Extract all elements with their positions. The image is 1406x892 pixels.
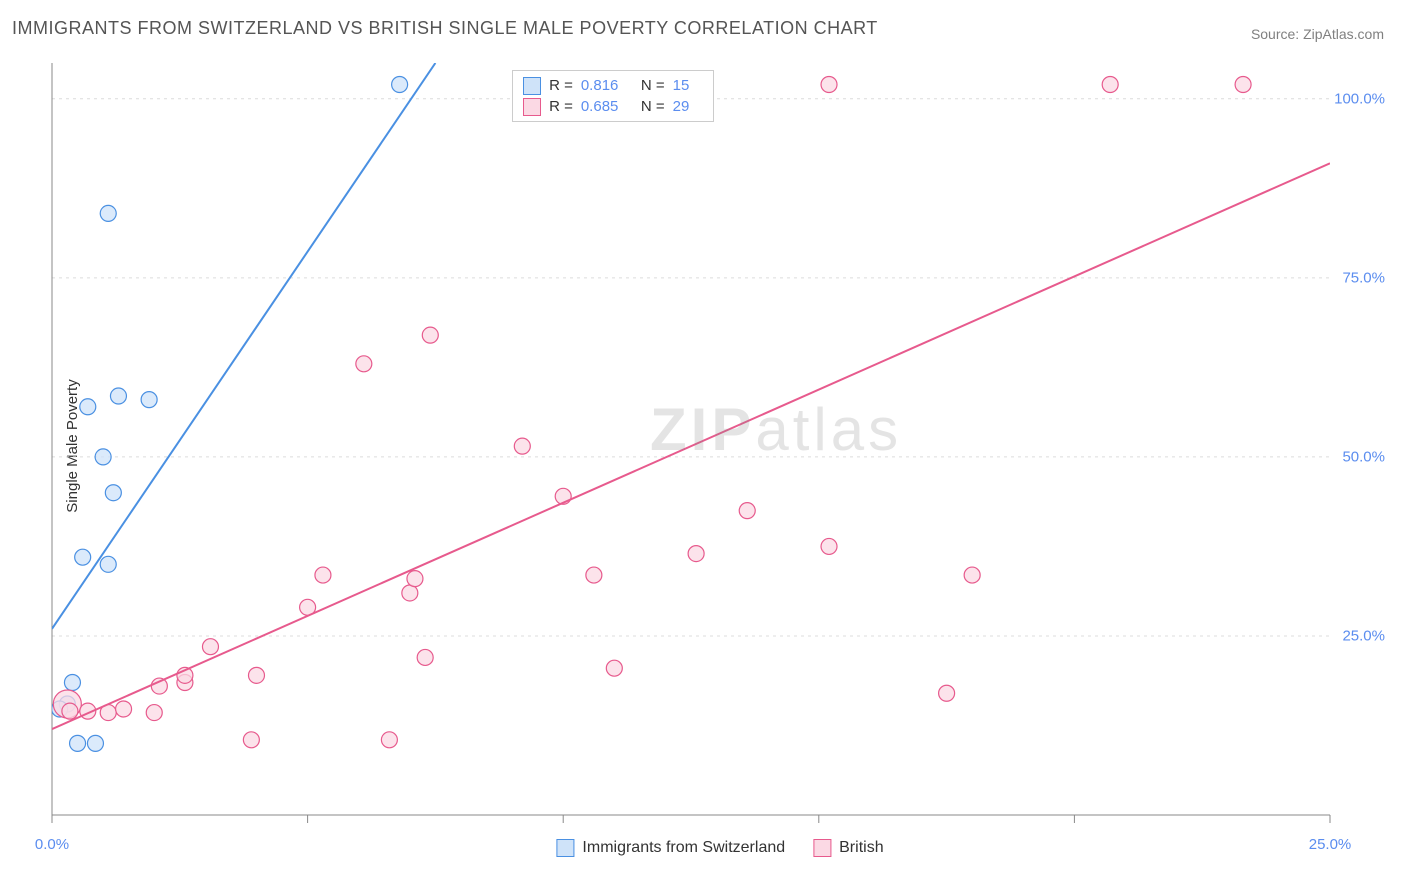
legend-row: R =0.816N =15 [523, 75, 703, 96]
source-attribution: Source: ZipAtlas.com [1251, 26, 1384, 42]
series-legend: Immigrants from Switzerland British [556, 839, 883, 857]
legend-item-british: British [813, 839, 883, 857]
y-tick-label: 75.0% [1342, 269, 1385, 286]
legend-item-switzerland: Immigrants from Switzerland [556, 839, 785, 857]
x-tick-label: 25.0% [1309, 836, 1352, 853]
chart-plot-area: ZIPatlas R =0.816N =15R =0.685N =29 Immi… [50, 55, 1390, 825]
chart-title: IMMIGRANTS FROM SWITZERLAND VS BRITISH S… [12, 18, 878, 39]
legend-label-british: British [839, 839, 883, 857]
correlation-legend: R =0.816N =15R =0.685N =29 [512, 70, 714, 122]
legend-swatch-british [813, 839, 831, 857]
x-tick-label: 0.0% [35, 836, 69, 853]
legend-swatch-switzerland [556, 839, 574, 857]
scatter-chart-svg [50, 55, 1390, 825]
legend-row: R =0.685N =29 [523, 96, 703, 117]
legend-label-switzerland: Immigrants from Switzerland [582, 839, 785, 857]
y-tick-label: 100.0% [1334, 90, 1385, 107]
y-tick-label: 50.0% [1342, 448, 1385, 465]
y-tick-label: 25.0% [1342, 627, 1385, 644]
